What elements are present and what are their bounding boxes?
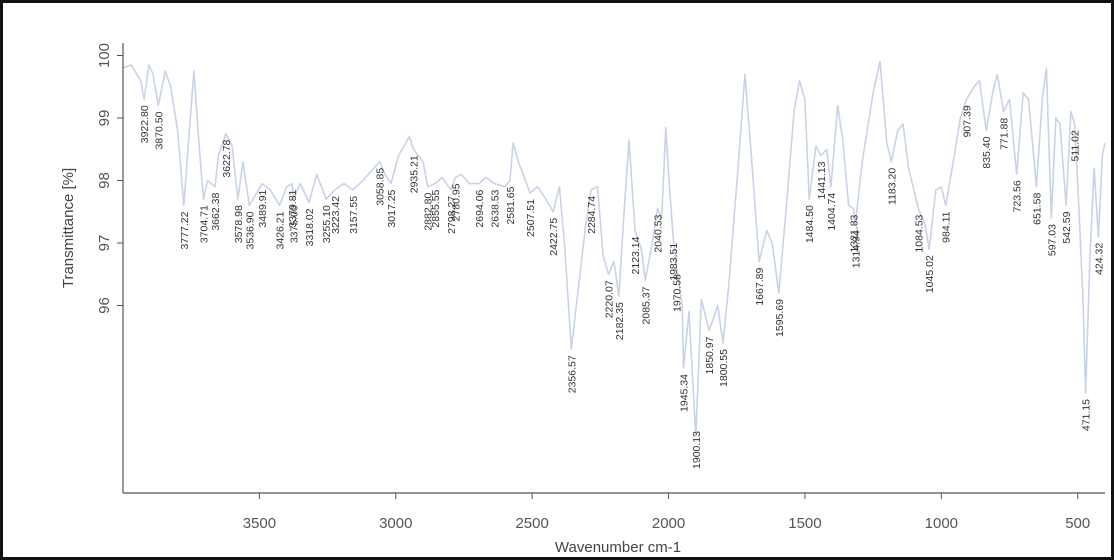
peak-label: 1441.13 (816, 161, 828, 199)
x-tick-label: 2000 (652, 515, 685, 532)
peak-label: 2694.06 (474, 189, 486, 227)
peak-label: 3157.55 (348, 196, 360, 234)
axes: 96 97 98 99 100 3500 3000 2500 2000 1500 1000 500 (96, 43, 1105, 532)
peak-label: 2284.74 (586, 196, 598, 234)
x-axis-title: Wavenumber cm-1 (555, 539, 681, 556)
plot-area (123, 43, 1105, 493)
peak-label: 2780.95 (451, 183, 463, 221)
peak-label: 3536.90 (244, 211, 256, 249)
peak-label: 542.59 (1061, 211, 1073, 243)
peak-label: 3255.10 (321, 205, 333, 243)
peak-label: 771.88 (999, 118, 1011, 150)
peak-label: 2123.14 (630, 236, 642, 274)
ir-spectrum-chart: 96 97 98 99 100 3500 3000 2500 2000 1500 1000 500 3… (60, 43, 1106, 556)
peak-label: 1314.94 (850, 230, 862, 268)
peak-label: 3318.02 (304, 208, 316, 246)
peak-label: 1970.58 (672, 274, 684, 312)
y-tick-label: 99 (96, 110, 113, 127)
peak-label: 2855.55 (430, 189, 442, 227)
peak-label: 1321.83 (849, 214, 861, 252)
peak-label: 651.58 (1031, 193, 1043, 225)
peak-label: 1900.13 (691, 431, 703, 469)
peak-label: 3223.42 (330, 196, 342, 234)
y-axis-title: Transmittance [%] (60, 168, 77, 288)
y-tick-label: 96 (96, 297, 113, 314)
peak-label: 1945.34 (679, 374, 691, 412)
peak-label: 3777.22 (179, 211, 191, 249)
peak-label: 1983.51 (668, 243, 680, 281)
peak-label: 723.56 (1012, 180, 1024, 212)
x-tick-label: 500 (1065, 515, 1090, 532)
peak-label: 3489.91 (257, 189, 269, 227)
peak-label: 3922.80 (139, 105, 151, 143)
peak-label: 1484.50 (804, 205, 816, 243)
peak-label: 2798.27 (446, 196, 458, 234)
peak-label: 1667.89 (754, 268, 766, 306)
peak-label: 3704.71 (199, 205, 211, 243)
peak-label: 3870.50 (153, 111, 165, 149)
peak-label: 2085.37 (640, 286, 652, 324)
peak-label: 1595.69 (774, 299, 786, 337)
peak-label: 3375.00 (289, 205, 301, 243)
peak-label: 597.03 (1046, 224, 1058, 256)
x-tick-label: 2500 (515, 515, 548, 532)
peak-label: 1045.02 (924, 255, 936, 293)
peak-label: 1850.97 (704, 336, 716, 374)
peak-label: 3058.85 (375, 168, 387, 206)
spectrum-line (122, 60, 1106, 438)
peak-label: 2581.65 (505, 186, 517, 224)
peak-label: 907.39 (962, 105, 974, 137)
peak-label: 3578.98 (233, 205, 245, 243)
x-tick-label: 3000 (379, 515, 412, 532)
peak-label: 2638.53 (489, 189, 501, 227)
peak-label: 2182.35 (614, 302, 626, 340)
y-tick-label: 100 (96, 43, 113, 68)
x-tick-label: 1000 (925, 515, 958, 532)
peak-label: 2356.57 (566, 355, 578, 393)
peak-label: 471.15 (1081, 399, 1093, 431)
peak-label: 2040.53 (653, 214, 665, 252)
peak-label: 835.40 (981, 136, 993, 168)
peak-label: 3662.38 (210, 193, 222, 231)
y-tick-label: 98 (96, 172, 113, 189)
peak-label: 2882.80 (423, 193, 435, 231)
peak-label: 3379.81 (287, 189, 299, 227)
peak-label: 424.32 (1093, 243, 1105, 275)
peak-label: 2220.07 (604, 280, 616, 318)
peak-label: 3017.25 (386, 189, 398, 227)
peak-label: 1800.55 (718, 349, 730, 387)
peak-label: 2422.75 (548, 218, 560, 256)
peak-labels: 3922.80 3870.50 3777.22 3704.71 3662.38 3622.… (139, 105, 1105, 469)
peak-label: 1183.20 (886, 168, 898, 205)
peak-label: 1084.53 (913, 214, 925, 252)
chart-marks (122, 60, 1106, 438)
x-tick-label: 1500 (788, 515, 821, 532)
peak-label: 2507.51 (525, 199, 537, 237)
peak-label: 3426.21 (275, 211, 287, 249)
peak-label: 2935.21 (409, 155, 421, 193)
plot-background (123, 43, 1105, 493)
x-tick-label: 3500 (243, 515, 276, 532)
peak-label: 1404.74 (826, 193, 838, 231)
peak-label: 511.02 (1070, 130, 1082, 161)
peak-label: 984.11 (941, 211, 953, 242)
peak-label: 3622.78 (221, 139, 233, 177)
y-tick-label: 97 (96, 235, 113, 252)
